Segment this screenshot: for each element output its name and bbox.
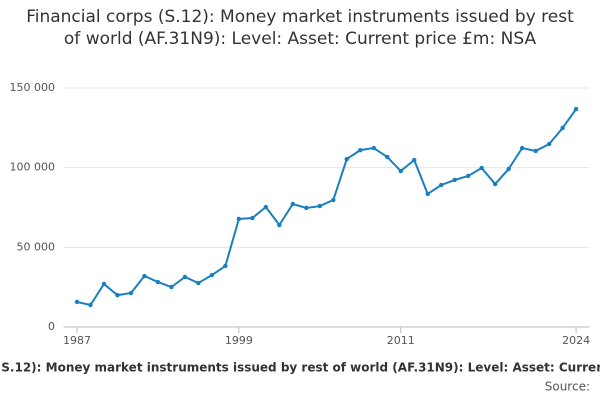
data-point — [304, 205, 309, 211]
data-point — [439, 182, 444, 188]
data-line — [76, 108, 577, 307]
data-point — [236, 216, 242, 222]
data-point — [317, 203, 323, 209]
data-point — [182, 274, 188, 280]
x-tick-label: 2024 — [562, 334, 590, 347]
data-point — [398, 168, 403, 174]
y-tick-label: 0 — [48, 320, 55, 333]
data-point — [290, 201, 296, 207]
data-point — [358, 147, 363, 153]
data-point — [263, 204, 269, 210]
data-point — [452, 177, 457, 183]
data-point — [74, 299, 80, 305]
data-point — [533, 148, 538, 154]
data-point — [115, 292, 120, 298]
data-point — [277, 222, 282, 228]
data-point — [196, 280, 201, 286]
data-point — [128, 290, 134, 296]
data-point — [209, 272, 215, 278]
chart-title: Financial corps (S.12): Money market ins… — [26, 7, 574, 49]
data-point — [223, 263, 228, 269]
data-point — [425, 191, 430, 197]
x-axis-label: Financial corps (S.12): Money market ins… — [0, 361, 600, 375]
data-point — [88, 302, 93, 308]
y-tick-label: 150 000 — [10, 81, 56, 94]
data-point — [142, 273, 147, 279]
data-point — [479, 165, 484, 171]
source: Source: — [545, 380, 590, 394]
x-tick-label: 2011 — [387, 334, 415, 347]
data-point — [519, 145, 525, 151]
data-point — [371, 145, 376, 151]
y-tick-label: 100 000 — [10, 161, 56, 174]
data-point — [560, 125, 565, 131]
data-point — [101, 281, 107, 287]
data-point — [506, 166, 511, 172]
data-point — [573, 106, 579, 112]
data-point — [412, 157, 417, 163]
data-point — [155, 279, 161, 285]
x-tick-label: 1987 — [63, 334, 91, 347]
data-point — [169, 284, 174, 290]
data-point — [331, 197, 336, 203]
y-tick-label: 50 000 — [17, 240, 56, 253]
data-point — [546, 141, 552, 147]
x-tick-label: 1999 — [225, 334, 253, 347]
data-point — [492, 181, 498, 187]
data-point — [465, 173, 471, 179]
data-point — [344, 156, 349, 162]
data-point — [385, 154, 390, 160]
data-point — [250, 215, 255, 221]
